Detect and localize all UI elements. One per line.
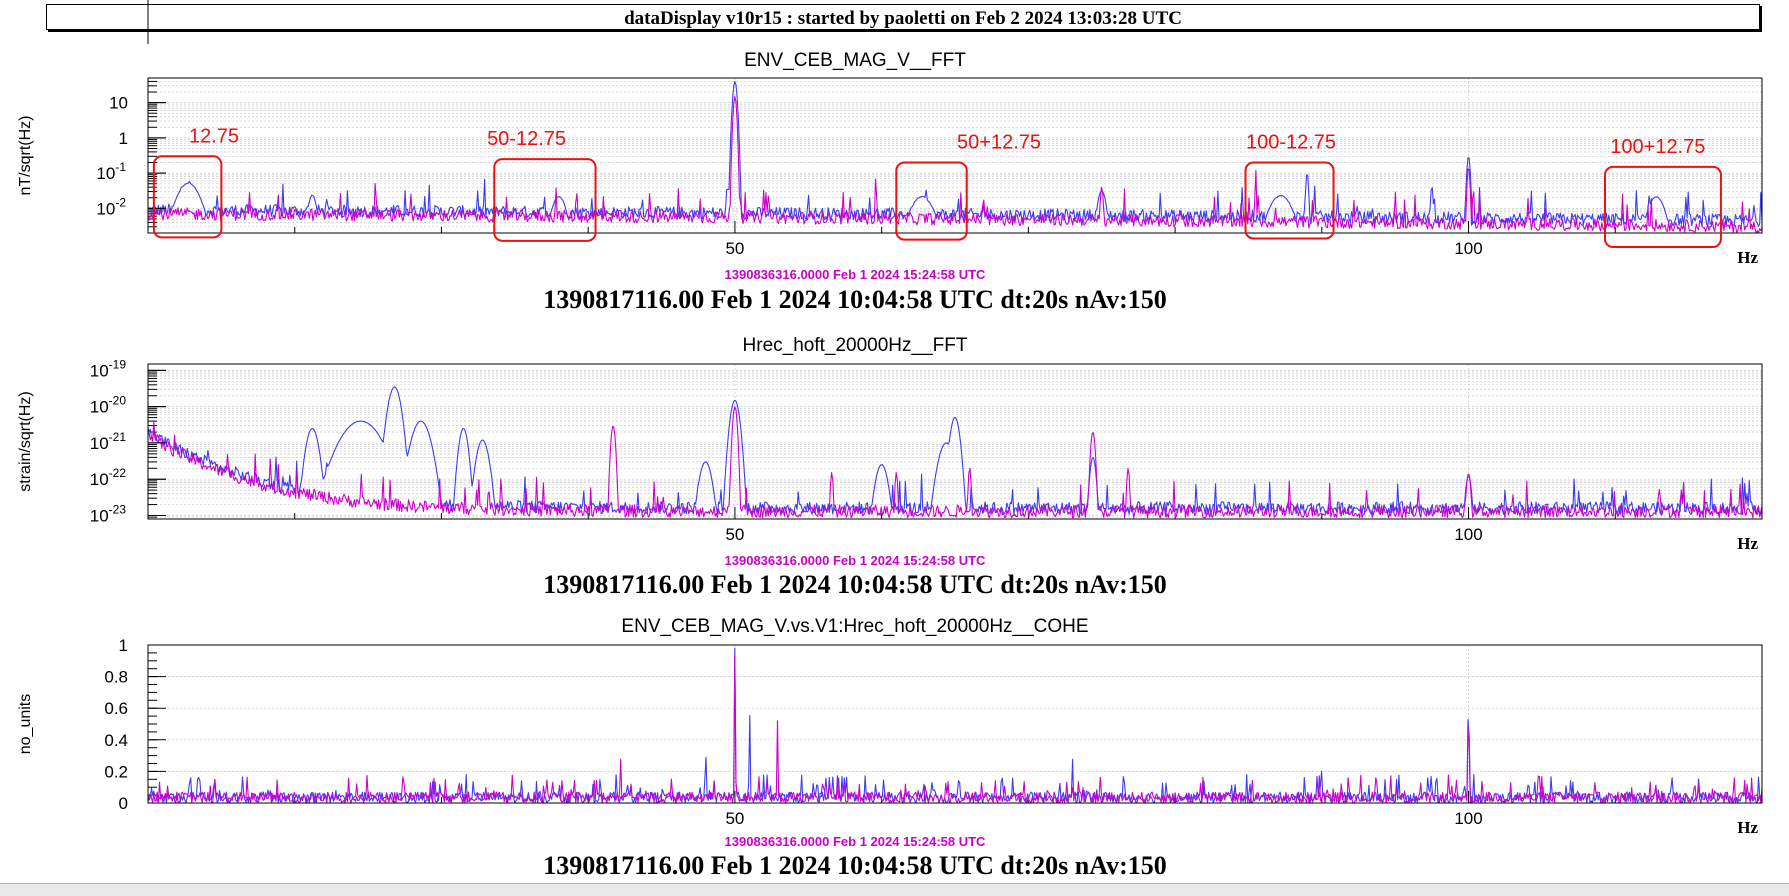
annotation-label: 12.75 bbox=[189, 125, 239, 147]
window-title: dataDisplay v10r15 : started by paoletti… bbox=[624, 8, 1182, 29]
reference-time-stamp: 1390836316.0000 Feb 1 2024 15:24:58 UTC bbox=[725, 553, 987, 568]
chart-title: ENV_CEB_MAG_V.vs.V1:Hrec_hoft_20000Hz__C… bbox=[621, 616, 1088, 637]
y-tick-label: 10-23 bbox=[90, 502, 127, 525]
reference-time-stamp: 1390836316.0000 Feb 1 2024 15:24:58 UTC bbox=[725, 834, 987, 849]
y-tick-label: 0.2 bbox=[104, 762, 128, 781]
plot-frame bbox=[147, 644, 1763, 804]
annotation-label: 100-12.75 bbox=[1246, 132, 1336, 154]
chart-title: Hrec_hoft_20000Hz__FFT bbox=[743, 335, 968, 356]
bottom-status-strip bbox=[0, 883, 1789, 896]
reference-time-stamp: 1390836316.0000 Feb 1 2024 15:24:58 UTC bbox=[725, 267, 987, 282]
x-axis-label: Hz bbox=[1737, 534, 1758, 553]
y-tick-label: 0.4 bbox=[104, 731, 128, 750]
y-tick-label: 0.8 bbox=[104, 668, 128, 687]
y-tick-label: 10-1 bbox=[96, 160, 126, 183]
x-tick-label: 100 bbox=[1454, 525, 1482, 544]
y-tick-label: 1 bbox=[119, 636, 128, 655]
y-axis-label: nT/sqrt(Hz) bbox=[17, 116, 34, 196]
plot-frame bbox=[147, 77, 1763, 234]
live-time-stamp: 1390817116.00 Feb 1 2024 10:04:58 UTC dt… bbox=[543, 851, 1167, 880]
y-tick-label: 10 bbox=[109, 94, 128, 113]
x-tick-label: 50 bbox=[725, 525, 744, 544]
x-tick-label: 100 bbox=[1454, 809, 1482, 828]
plot-frame bbox=[147, 363, 1763, 520]
y-tick-label: 10-21 bbox=[90, 430, 127, 453]
y-tick-label: 10-19 bbox=[90, 357, 127, 380]
annotation-box bbox=[493, 158, 597, 242]
y-tick-label: 0.6 bbox=[104, 699, 128, 718]
annotation-box bbox=[895, 161, 968, 241]
live-time-stamp: 1390817116.00 Feb 1 2024 10:04:58 UTC dt… bbox=[543, 570, 1167, 599]
x-tick-label: 50 bbox=[725, 239, 744, 258]
annotation-box bbox=[1604, 165, 1722, 249]
y-tick-label: 0 bbox=[119, 794, 128, 813]
y-axis-label: strain/sqrt(Hz) bbox=[17, 391, 34, 491]
chart-panel-1: ENV_CEB_MAG_V__FFT nT/sqrt(Hz) 10 1 10-1 10-2… bbox=[17, 50, 1763, 314]
chart-panel-3: ENV_CEB_MAG_V.vs.V1:Hrec_hoft_20000Hz__C… bbox=[17, 616, 1763, 880]
annotation-box bbox=[1244, 161, 1335, 240]
chart-title: ENV_CEB_MAG_V__FFT bbox=[744, 50, 966, 71]
annotation-label: 100+12.75 bbox=[1610, 136, 1705, 158]
series-trace-reference bbox=[147, 655, 1763, 804]
x-tick-label: 100 bbox=[1454, 239, 1482, 258]
x-axis-label: Hz bbox=[1737, 248, 1758, 267]
series-trace-reference bbox=[147, 95, 1763, 234]
x-tick-label: 50 bbox=[725, 809, 744, 828]
series-trace-live bbox=[147, 80, 1763, 228]
annotation-label: 50-12.75 bbox=[487, 128, 566, 150]
y-tick-label: 10-20 bbox=[90, 394, 127, 417]
y-tick-label: 10-22 bbox=[90, 466, 127, 489]
y-tick-label: 10-2 bbox=[96, 195, 126, 218]
annotation-box bbox=[152, 155, 223, 239]
x-axis-label: Hz bbox=[1737, 818, 1758, 837]
y-axis-label: no_units bbox=[17, 694, 34, 755]
series-trace-live bbox=[147, 647, 1763, 804]
chart-panel-2: Hrec_hoft_20000Hz__FFT strain/sqrt(Hz) 10-… bbox=[17, 335, 1763, 599]
series-trace-reference bbox=[147, 406, 1763, 519]
window-title-bar: dataDisplay v10r15 : started by paoletti… bbox=[46, 4, 1760, 30]
y-tick-label: 1 bbox=[119, 129, 128, 148]
annotation-label: 50+12.75 bbox=[957, 132, 1041, 154]
series-trace-live bbox=[147, 386, 1763, 515]
live-time-stamp: 1390817116.00 Feb 1 2024 10:04:58 UTC dt… bbox=[543, 285, 1167, 314]
